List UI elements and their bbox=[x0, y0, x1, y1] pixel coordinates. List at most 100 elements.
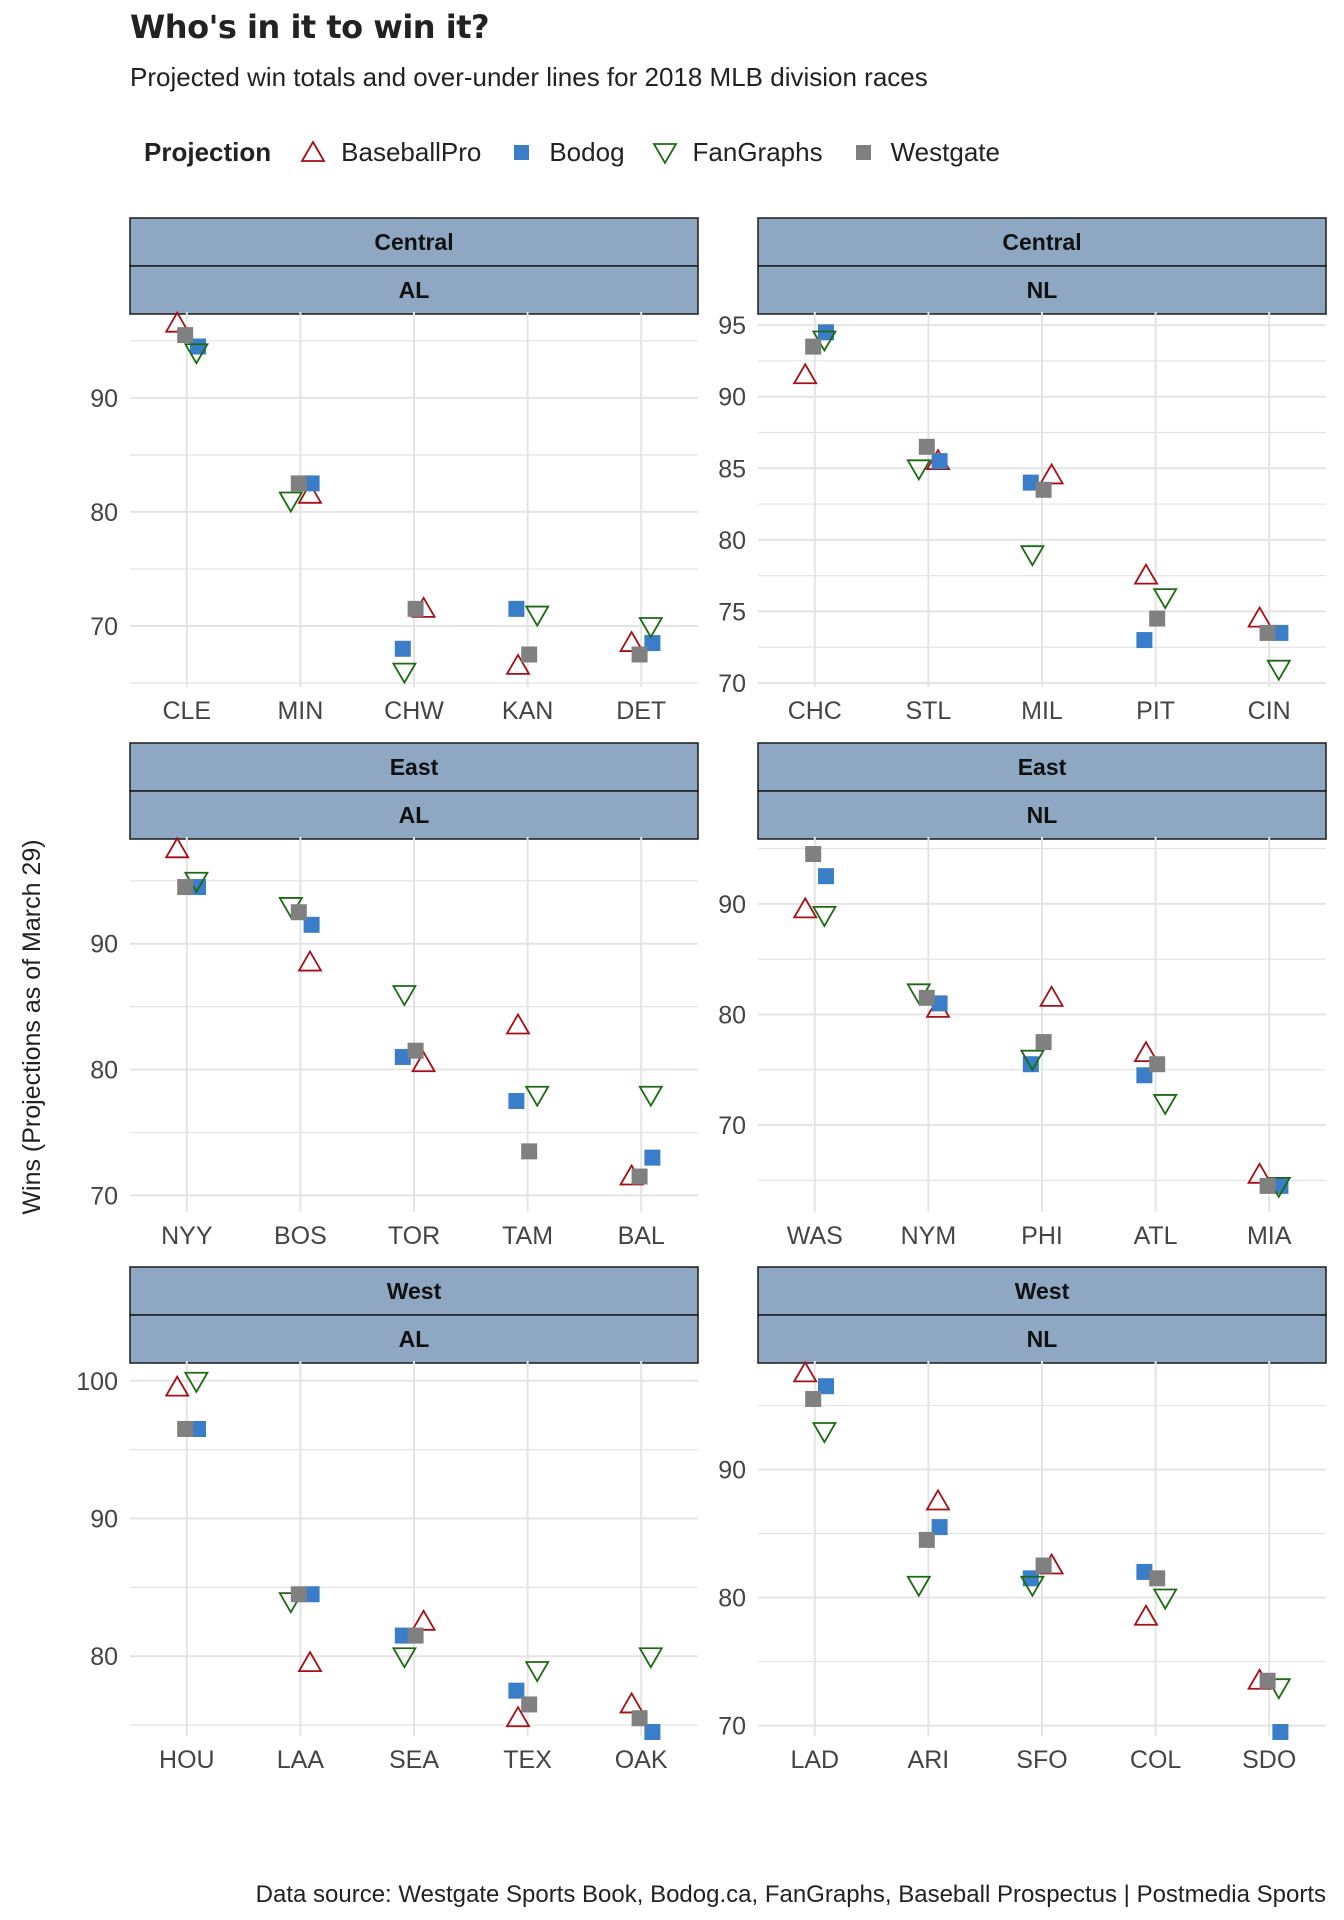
point-fangraphs-hou bbox=[183, 1371, 209, 1394]
point-bodog-stl bbox=[931, 453, 948, 470]
square-icon bbox=[514, 145, 530, 160]
legend-item-baseballpro: BaseballPro bbox=[299, 137, 481, 168]
point-westgate-sdo bbox=[1259, 1672, 1276, 1689]
x-tick-label: CIN bbox=[1248, 697, 1291, 725]
strip-division-label: Central bbox=[1002, 229, 1081, 255]
point-baseballpro-tor bbox=[411, 1050, 437, 1073]
panel-east-al: East AL 70 80 90 NYY BOS TOR TAM BAL bbox=[90, 742, 699, 1250]
y-tick-label: 70 bbox=[90, 613, 118, 641]
x-tick-label: CLE bbox=[162, 697, 211, 725]
point-bodog-ari bbox=[931, 1519, 948, 1536]
point-westgate-laa bbox=[290, 1586, 307, 1603]
point-westgate-tam bbox=[521, 1143, 538, 1160]
point-bodog-lad bbox=[818, 1378, 834, 1395]
point-baseballpro-col bbox=[1133, 1603, 1159, 1626]
point-baseballpro-oak bbox=[619, 1691, 645, 1714]
point-bodog-pit bbox=[1136, 632, 1153, 649]
point-westgate-was bbox=[805, 846, 822, 863]
chart-subtitle: Projected win totals and over-under line… bbox=[130, 62, 928, 92]
chart-title: Who's in it to win it? bbox=[130, 8, 490, 46]
strip-league-label: NL bbox=[1027, 1326, 1058, 1352]
y-tick-label: 90 bbox=[718, 384, 746, 412]
point-bodog-tam bbox=[508, 1093, 525, 1110]
point-baseballpro-sea bbox=[411, 1609, 437, 1631]
strip-division-label: East bbox=[1018, 754, 1067, 780]
point-baseballpro-was bbox=[792, 896, 818, 919]
x-tick-label: SDO bbox=[1242, 1746, 1296, 1774]
panel-west-al: West AL 80 90 100 HOU LAA SEA TEX OAK bbox=[76, 1266, 699, 1774]
point-fangraphs-chw bbox=[391, 662, 417, 685]
point-fangraphs-sea bbox=[391, 1647, 417, 1670]
x-tick-label: TOR bbox=[388, 1222, 440, 1250]
x-tick-label: KAN bbox=[502, 697, 553, 725]
strip-division-label: West bbox=[387, 1278, 442, 1304]
point-bodog-mia bbox=[1272, 1177, 1289, 1194]
x-tick-label: MIL bbox=[1021, 697, 1063, 725]
strip-league-label: NL bbox=[1027, 802, 1058, 828]
point-westgate-kan bbox=[521, 646, 538, 663]
y-tick-label: 85 bbox=[718, 455, 746, 483]
y-tick-label: 75 bbox=[718, 598, 746, 626]
x-tick-label: MIA bbox=[1247, 1222, 1292, 1250]
point-fangraphs-atl bbox=[1152, 1094, 1178, 1116]
legend-label-fangraphs: FanGraphs bbox=[692, 136, 823, 167]
point-bodog-sfo bbox=[1022, 1570, 1039, 1587]
point-westgate-mil bbox=[1035, 481, 1052, 498]
point-westgate-sea bbox=[407, 1627, 424, 1644]
strip-league-label: NL bbox=[1027, 277, 1058, 303]
point-bodog-mil bbox=[1022, 474, 1039, 491]
x-tick-label: LAD bbox=[790, 1746, 839, 1774]
point-westgate-tex bbox=[521, 1696, 538, 1713]
x-tick-label: ATL bbox=[1134, 1222, 1178, 1250]
point-westgate-nym bbox=[918, 989, 935, 1006]
point-bodog-cin bbox=[1272, 624, 1289, 641]
x-tick-label: PHI bbox=[1021, 1222, 1063, 1250]
point-westgate-atl bbox=[1149, 1056, 1166, 1073]
strip-league bbox=[757, 790, 1327, 840]
point-westgate-phi bbox=[1035, 1034, 1052, 1051]
y-tick-label: 80 bbox=[90, 1057, 118, 1085]
point-westgate-mia bbox=[1259, 1177, 1276, 1194]
point-fangraphs-pit bbox=[1152, 588, 1178, 610]
point-fangraphs-det bbox=[638, 617, 664, 639]
triangle-up-icon bbox=[300, 140, 326, 162]
triangle-down-icon bbox=[651, 143, 678, 165]
point-baseballpro-nyy bbox=[164, 836, 190, 859]
point-westgate-col bbox=[1149, 1570, 1166, 1587]
point-fangraphs-cle bbox=[183, 343, 209, 366]
data-source-caption: Data source: Westgate Sports Book, Bodog… bbox=[255, 1881, 1326, 1908]
point-westgate-lad bbox=[805, 1391, 822, 1408]
point-westgate-chw bbox=[407, 600, 424, 617]
legend: Projection BaseballPro Bodog FanGraphs W… bbox=[144, 132, 1026, 172]
point-fangraphs-mil bbox=[1019, 545, 1045, 567]
strip-league-label: AL bbox=[399, 1326, 430, 1352]
panel-east-nl: East NL 70 80 90 WAS NYM PHI ATL MIA bbox=[718, 742, 1327, 1250]
x-tick-label: HOU bbox=[159, 1746, 215, 1774]
panel-central-nl: Central NL 70 75 80 85 90 95 CHC STL MIL PIT CIN bbox=[718, 217, 1327, 725]
point-baseballpro-hou bbox=[164, 1374, 190, 1397]
point-fangraphs-cin bbox=[1266, 659, 1292, 682]
strip-division-label: Central bbox=[374, 229, 453, 255]
point-baseballpro-ari bbox=[925, 1488, 951, 1511]
point-baseballpro-tam bbox=[505, 1012, 531, 1035]
strip-league-label: AL bbox=[399, 802, 430, 828]
strip-league-label: AL bbox=[399, 277, 430, 303]
point-fangraphs-tam bbox=[524, 1085, 550, 1108]
y-tick-label: 100 bbox=[76, 1368, 118, 1396]
y-tick-label: 90 bbox=[718, 1456, 746, 1484]
x-tick-label: ARI bbox=[908, 1746, 950, 1774]
point-bodog-col bbox=[1136, 1563, 1153, 1580]
point-bodog-min bbox=[303, 475, 320, 492]
point-baseballpro-phi bbox=[1039, 985, 1065, 1007]
point-westgate-hou bbox=[177, 1420, 194, 1437]
y-tick-label: 80 bbox=[718, 1001, 746, 1029]
x-tick-label: STL bbox=[905, 697, 951, 725]
strip-division-label: West bbox=[1015, 1278, 1070, 1304]
x-tick-label: BOS bbox=[274, 1222, 327, 1250]
y-axis-label: Wins (Projections as of March 29) bbox=[18, 839, 46, 1214]
point-bodog-tor bbox=[394, 1048, 411, 1065]
y-tick-label: 80 bbox=[718, 527, 746, 555]
x-tick-label: MIN bbox=[277, 697, 323, 725]
point-fangraphs-lad bbox=[811, 1422, 837, 1444]
